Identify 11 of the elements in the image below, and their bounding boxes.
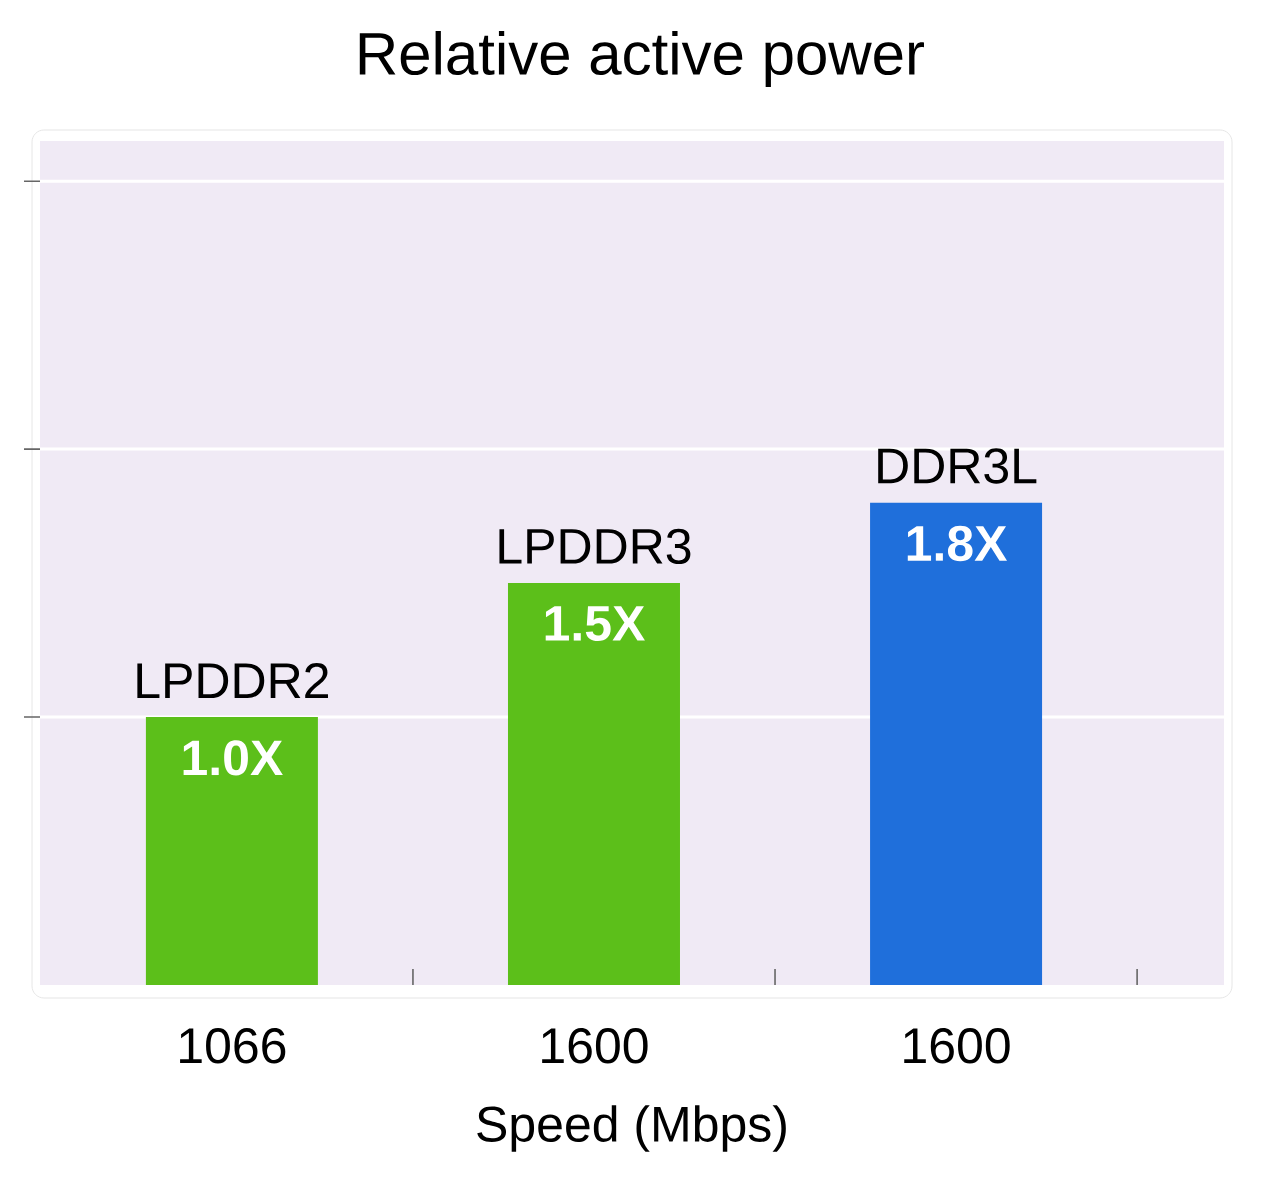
x-axis-title: Speed (Mbps) [477, 1105, 786, 1152]
data-label: 1.5X [545, 606, 645, 642]
chart-title: Relative active power [359, 31, 924, 87]
series-label: LPDDR3 [499, 528, 691, 565]
data-label: 1.8X [907, 525, 1008, 562]
series-label: DDR3L [878, 448, 1037, 484]
x-tick-label: 1600 [904, 1028, 1010, 1064]
data-label: 1.0X [183, 740, 283, 776]
series-label: LPDDR2 [137, 663, 328, 698]
x-tick-label: 1600 [542, 1028, 648, 1064]
x-tick-label: 1066 [180, 1028, 286, 1064]
